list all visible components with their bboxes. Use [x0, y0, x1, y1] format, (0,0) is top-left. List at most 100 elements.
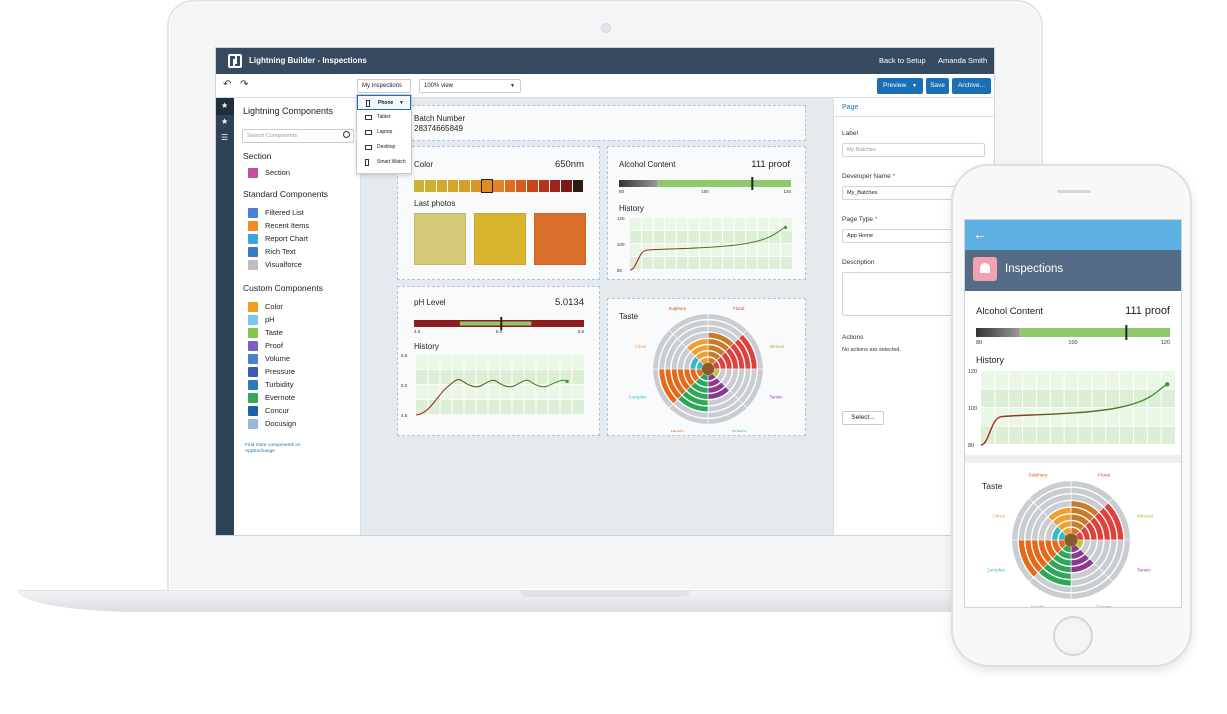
- save-button[interactable]: Save: [926, 78, 949, 94]
- taste-wheel-segment: [1038, 493, 1072, 513]
- color-swatch[interactable]: [414, 180, 425, 192]
- search-icon: [343, 131, 350, 138]
- phone-screen: ← Inspections Alcohol Content 111 proof …: [964, 219, 1182, 608]
- ph-gauge: 4.5 5.0 5.5: [414, 317, 584, 334]
- color-swatch[interactable]: [561, 180, 572, 192]
- device-option-label: Tablet: [377, 114, 391, 120]
- actions-label: Actions: [842, 334, 864, 341]
- color-swatch[interactable]: [504, 180, 515, 192]
- color-title: Color: [414, 160, 434, 169]
- color-swatch[interactable]: [550, 180, 561, 192]
- color-card[interactable]: Color 650nm Last photos: [397, 146, 600, 280]
- component-label: Visualforce: [265, 260, 302, 269]
- color-swatch[interactable]: [436, 180, 447, 192]
- color-swatch-strip: [414, 179, 584, 193]
- gauge-low-band: [976, 328, 1020, 337]
- device-option-laptop[interactable]: Laptop: [357, 125, 411, 140]
- chevron-down-icon: ▼: [911, 83, 917, 89]
- device-option-tablet[interactable]: Tablet: [357, 110, 411, 125]
- taste-label: Citrus: [635, 344, 648, 349]
- phone-history-chart: 120 100 80: [968, 369, 1175, 449]
- phone-taste-card[interactable]: Taste Sulphury Floral Mineral Tannic Grassy H…: [965, 463, 1181, 607]
- color-swatch[interactable]: [572, 180, 583, 192]
- color-swatch[interactable]: [538, 180, 549, 192]
- device-option-label: Smart Watch: [377, 159, 406, 165]
- taste-card[interactable]: Taste Sulphury Floral Mineral Tannic Grassy H…: [607, 298, 806, 436]
- turbidity-icon: [248, 380, 258, 390]
- select-actions-button[interactable]: Select...: [842, 411, 884, 425]
- taste-wheel-segment: [686, 338, 709, 352]
- device-dropdown: Phone ▼ Tablet Laptop Desktop Smart Watch: [356, 94, 412, 174]
- appexchange-link[interactable]: Find more components on AppExchange: [245, 443, 301, 455]
- gauge-good-band: [657, 180, 791, 187]
- archive-button[interactable]: Archive...: [952, 78, 991, 94]
- color-swatch[interactable]: [425, 180, 436, 192]
- device-option-smart-watch[interactable]: Smart Watch: [357, 155, 411, 170]
- phone-icon: [366, 100, 370, 107]
- phone-frame: ← Inspections Alcohol Content 111 proof …: [951, 164, 1192, 667]
- phone-taste-title: Taste: [982, 481, 1003, 491]
- docusign-icon: [248, 419, 258, 429]
- page-type-label: Page Type *: [842, 216, 877, 223]
- color-swatch[interactable]: [459, 180, 470, 192]
- photo-thumbnail[interactable]: [414, 213, 466, 265]
- undo-icon[interactable]: ↶: [223, 79, 232, 90]
- tab-page[interactable]: Page: [842, 104, 859, 111]
- color-swatch[interactable]: [527, 180, 538, 192]
- gauge-marker: [500, 317, 503, 330]
- appexchange-link-line2: AppExchange: [245, 449, 275, 454]
- device-option-desktop[interactable]: Desktop: [357, 140, 411, 155]
- device-option-phone[interactable]: Phone ▼: [357, 95, 411, 110]
- batch-number-card[interactable]: Batch Number 28374665849: [397, 105, 806, 141]
- context-select[interactable]: My Inspections: [357, 79, 411, 93]
- taste-wheel-segment: [672, 319, 709, 339]
- ph-title: pH Level: [414, 298, 446, 307]
- back-to-setup-link[interactable]: Back to Setup: [879, 56, 926, 65]
- color-swatch[interactable]: [493, 180, 504, 192]
- history-tick-label: 100: [968, 406, 977, 412]
- smart-watch-icon: [365, 159, 369, 166]
- preview-button[interactable]: Preview ▼: [877, 78, 923, 94]
- star-icon[interactable]: ★: [221, 117, 229, 126]
- component-label: Proof: [265, 341, 283, 350]
- redo-icon[interactable]: ↷: [240, 79, 249, 90]
- phone-home-button[interactable]: [1053, 616, 1093, 656]
- device-option-label: Phone: [378, 100, 394, 106]
- taste-label: Floral: [733, 306, 744, 311]
- device-option-label: Desktop: [377, 144, 396, 150]
- color-swatch[interactable]: [470, 180, 481, 192]
- user-menu[interactable]: Amanda Smith: [938, 56, 988, 65]
- page-canvas: Batch Number 28374665849 Color 650nm Las…: [361, 98, 833, 535]
- list-icon[interactable]: ☰: [221, 133, 229, 142]
- recent-items-icon: [248, 221, 258, 231]
- component-label: Recent Items: [265, 221, 310, 230]
- gauge-max-label: 120: [1161, 340, 1170, 346]
- section-icon: [248, 168, 258, 178]
- phone-alcohol-card[interactable]: Alcohol Content 111 proof 80 100 120 Histo…: [965, 291, 1181, 455]
- taste-label: Sulphury: [668, 306, 687, 311]
- phone-page-title: Inspections: [1005, 263, 1064, 275]
- component-search-input[interactable]: Search Components: [242, 129, 354, 143]
- app-header: Lightning Builder - Inspections Back to …: [216, 48, 994, 74]
- history-tick-label: 120: [617, 216, 625, 221]
- filtered-list-icon: [248, 208, 258, 218]
- component-label: Concur: [265, 406, 290, 415]
- laptop-notch: [520, 590, 690, 597]
- label-input[interactable]: My Batches: [842, 143, 985, 157]
- taste-wheel-segment: [1056, 520, 1072, 531]
- color-swatch[interactable]: [448, 180, 459, 192]
- gauge-good-band: [1019, 328, 1170, 337]
- color-swatch[interactable]: [516, 180, 527, 192]
- back-arrow-icon[interactable]: ←: [973, 226, 987, 242]
- zoom-select[interactable]: 100% view ▼: [419, 79, 521, 93]
- photo-thumbnail[interactable]: [474, 213, 526, 265]
- ph-value: 5.0134: [554, 297, 584, 308]
- app-title: Lightning Builder - Inspections: [249, 56, 367, 65]
- star-icon[interactable]: ★: [221, 101, 229, 110]
- alcohol-content-card[interactable]: Alcohol Content 111 proof 80 100 120 Histo…: [607, 146, 806, 280]
- photo-thumbnail[interactable]: [534, 213, 586, 265]
- tab-divider: [834, 116, 994, 117]
- color-swatch[interactable]: [480, 179, 494, 193]
- card-divider: [965, 455, 1181, 463]
- ph-level-card[interactable]: pH Level 5.0134 4.5 5.0 5.5 History 5.5 5.0…: [397, 286, 600, 436]
